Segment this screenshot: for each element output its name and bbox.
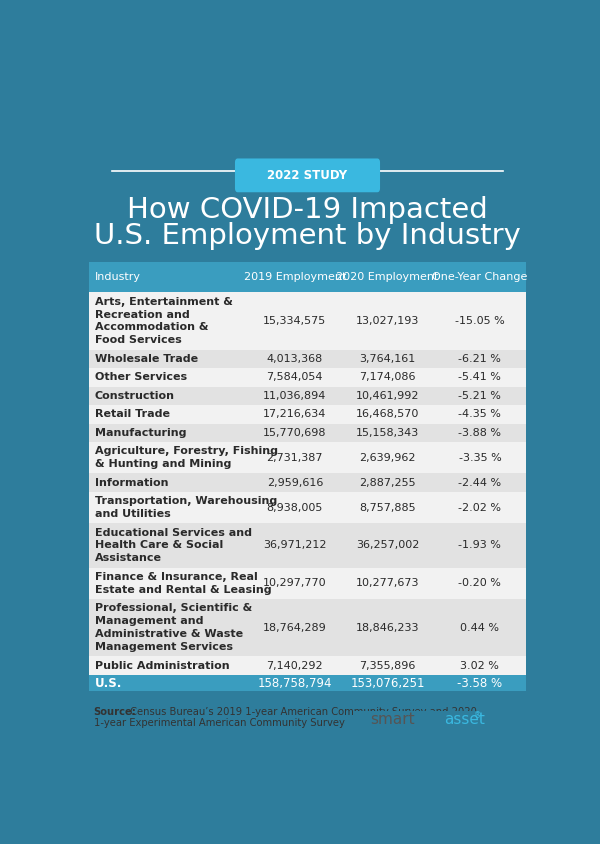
Text: One-Year Change: One-Year Change [432,273,527,283]
FancyBboxPatch shape [89,473,526,492]
Text: 153,076,251: 153,076,251 [350,677,425,690]
Text: 36,257,002: 36,257,002 [356,540,419,550]
Text: 2022 STUDY: 2022 STUDY [268,169,347,181]
FancyBboxPatch shape [89,387,526,405]
Text: 3,764,161: 3,764,161 [359,354,416,364]
Text: -5.21 %: -5.21 % [458,391,502,401]
Text: 10,461,992: 10,461,992 [356,391,419,401]
Text: -0.20 %: -0.20 % [458,578,502,588]
Text: U.S. Employment by Industry: U.S. Employment by Industry [94,222,521,250]
FancyBboxPatch shape [89,262,526,292]
Text: -2.44 %: -2.44 % [458,478,502,488]
Text: -1.93 %: -1.93 % [458,540,502,550]
Text: 2,731,387: 2,731,387 [266,452,323,463]
Text: smart: smart [370,712,415,728]
FancyBboxPatch shape [89,523,526,568]
Text: Public Administration: Public Administration [95,661,229,670]
FancyBboxPatch shape [89,262,526,691]
Text: 15,158,343: 15,158,343 [356,428,419,438]
FancyBboxPatch shape [89,492,526,523]
Text: 7,140,292: 7,140,292 [266,661,323,670]
Text: Construction: Construction [95,391,175,401]
Text: 10,297,770: 10,297,770 [263,578,326,588]
Text: 7,584,054: 7,584,054 [266,372,323,382]
Text: 4,013,368: 4,013,368 [266,354,323,364]
FancyBboxPatch shape [89,599,526,657]
FancyBboxPatch shape [89,349,526,368]
Text: 2,959,616: 2,959,616 [266,478,323,488]
FancyBboxPatch shape [354,711,526,730]
Text: 1-year Experimental American Community Survey: 1-year Experimental American Community S… [94,718,344,728]
Text: -15.05 %: -15.05 % [455,316,505,326]
Text: -3.58 %: -3.58 % [457,677,502,690]
Text: 2,639,962: 2,639,962 [359,452,416,463]
Text: 15,770,698: 15,770,698 [263,428,326,438]
Text: 7,355,896: 7,355,896 [359,661,416,670]
Text: 3.02 %: 3.02 % [460,661,499,670]
Text: -5.41 %: -5.41 % [458,372,502,382]
FancyBboxPatch shape [89,568,526,599]
Text: Other Services: Other Services [95,372,187,382]
Text: Professional, Scientific &
Management and
Administrative & Waste
Management Serv: Professional, Scientific & Management an… [95,603,252,652]
Text: 36,971,212: 36,971,212 [263,540,326,550]
Text: Transportation, Warehousing
and Utilities: Transportation, Warehousing and Utilitie… [95,496,277,519]
Text: Arts, Entertainment &
Recreation and
Accommodation &
Food Services: Arts, Entertainment & Recreation and Acc… [95,297,232,345]
Text: Finance & Insurance, Real
Estate and Rental & Leasing: Finance & Insurance, Real Estate and Ren… [95,572,271,595]
Text: Educational Services and
Health Care & Social
Assistance: Educational Services and Health Care & S… [95,528,251,563]
FancyBboxPatch shape [89,442,526,473]
Text: 16,468,570: 16,468,570 [356,409,419,419]
Text: Information: Information [95,478,168,488]
Text: Retail Trade: Retail Trade [95,409,170,419]
FancyBboxPatch shape [89,405,526,424]
Text: 10,277,673: 10,277,673 [356,578,419,588]
Text: 2019 Employment: 2019 Employment [244,273,346,283]
Text: 8,938,005: 8,938,005 [266,502,323,512]
Text: -4.35 %: -4.35 % [458,409,502,419]
Text: -3.88 %: -3.88 % [458,428,502,438]
Text: 15,334,575: 15,334,575 [263,316,326,326]
Text: 7,174,086: 7,174,086 [359,372,416,382]
FancyBboxPatch shape [235,159,380,192]
Text: -3.35 %: -3.35 % [458,452,502,463]
Text: Census Bureau’s 2019 1-year American Community Survey and 2020: Census Bureau’s 2019 1-year American Com… [127,707,477,717]
Text: Wholesale Trade: Wholesale Trade [95,354,197,364]
Text: smartasset: smartasset [436,712,521,728]
FancyBboxPatch shape [89,368,526,387]
Text: Manufacturing: Manufacturing [95,428,186,438]
Text: -2.02 %: -2.02 % [458,502,502,512]
Text: 158,758,794: 158,758,794 [257,677,332,690]
Text: 2,887,255: 2,887,255 [359,478,416,488]
FancyBboxPatch shape [89,292,526,349]
Text: asset: asset [444,712,485,728]
Text: 8,757,885: 8,757,885 [359,502,416,512]
Text: 11,036,894: 11,036,894 [263,391,326,401]
Text: 2020 Employment: 2020 Employment [337,273,439,283]
Text: 13,027,193: 13,027,193 [356,316,419,326]
Text: 17,216,634: 17,216,634 [263,409,326,419]
Text: 0.44 %: 0.44 % [460,623,499,633]
Text: U.S.: U.S. [95,677,122,690]
Text: Industry: Industry [95,273,140,283]
Text: Agriculture, Forestry, Fishing
& Hunting and Mining: Agriculture, Forestry, Fishing & Hunting… [95,446,278,469]
FancyBboxPatch shape [89,424,526,442]
Text: -6.21 %: -6.21 % [458,354,502,364]
Text: 18,846,233: 18,846,233 [356,623,419,633]
Text: Source:: Source: [94,707,136,717]
Text: How COVID-19 Impacted: How COVID-19 Impacted [127,196,488,224]
FancyBboxPatch shape [89,657,526,674]
Text: 18,764,289: 18,764,289 [263,623,326,633]
FancyBboxPatch shape [89,674,526,691]
Text: ®: ® [473,711,481,720]
